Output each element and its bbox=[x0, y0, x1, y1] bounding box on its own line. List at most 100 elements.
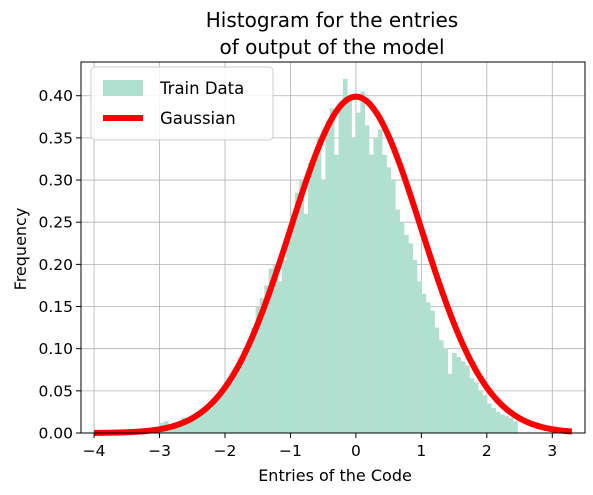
histogram-bar bbox=[500, 414, 505, 433]
x-tick-label: −1 bbox=[279, 442, 302, 460]
histogram-bar bbox=[386, 167, 392, 434]
legend-label-gaussian: Gaussian bbox=[160, 109, 236, 128]
histogram-bar bbox=[377, 129, 383, 434]
y-tick-label: 0.35 bbox=[38, 129, 73, 147]
histogram-bar bbox=[360, 91, 366, 434]
histogram-bar bbox=[473, 382, 479, 433]
histogram-bar bbox=[465, 365, 470, 433]
histogram-bar bbox=[259, 298, 265, 433]
histogram-bar bbox=[329, 108, 335, 433]
histogram-bar bbox=[447, 373, 453, 433]
histogram-bar bbox=[430, 310, 435, 433]
histogram-bar bbox=[268, 268, 274, 433]
histogram-bar bbox=[513, 421, 518, 433]
gaussian-curve-group bbox=[92, 93, 574, 436]
histogram-bar bbox=[452, 352, 457, 433]
histogram-bar bbox=[273, 264, 278, 433]
histogram-bar bbox=[216, 395, 221, 433]
histogram-bar bbox=[264, 285, 269, 433]
histogram-bar bbox=[325, 121, 331, 433]
histogram-bar bbox=[316, 137, 322, 434]
histogram-bar bbox=[238, 365, 243, 433]
histogram-bar bbox=[290, 213, 296, 433]
histogram-bar bbox=[194, 411, 200, 433]
histogram-bar bbox=[438, 340, 444, 433]
histogram-bar bbox=[255, 306, 261, 433]
histogram-bar bbox=[382, 154, 387, 433]
histogram-bar bbox=[443, 348, 448, 433]
histogram-bar bbox=[495, 411, 501, 433]
y-tick-label: 0.40 bbox=[38, 87, 73, 105]
y-tick-label: 0.05 bbox=[38, 382, 73, 400]
histogram-bar bbox=[342, 78, 348, 433]
histogram-bar bbox=[399, 222, 405, 433]
histogram-bar bbox=[417, 281, 422, 433]
histogram-bar bbox=[508, 417, 514, 433]
histogram-bar bbox=[460, 361, 466, 433]
histogram-bar bbox=[356, 112, 361, 433]
histogram-bar bbox=[220, 390, 226, 433]
histogram-bar bbox=[211, 403, 217, 433]
y-tick-label: 0.25 bbox=[38, 214, 73, 232]
histogram-bar bbox=[246, 340, 252, 433]
x-tick-label: 1 bbox=[416, 442, 426, 460]
histogram-bar bbox=[277, 281, 283, 433]
histogram-bar bbox=[242, 357, 248, 433]
histogram-bar bbox=[486, 403, 492, 433]
histogram-bar bbox=[334, 154, 339, 433]
histogram-bar bbox=[225, 386, 230, 433]
histogram-bar bbox=[456, 357, 462, 433]
histogram-bar bbox=[251, 327, 256, 433]
histogram-bar bbox=[425, 302, 431, 433]
x-tick-label: −4 bbox=[83, 442, 106, 460]
histogram-bar bbox=[373, 137, 379, 434]
chart-title-line-1: Histogram for the entries bbox=[206, 8, 458, 32]
y-axis-label: Frequency bbox=[11, 208, 30, 291]
histogram-bar bbox=[307, 163, 313, 433]
histogram-bar bbox=[369, 154, 374, 433]
histogram-bar bbox=[229, 382, 235, 433]
legend-box bbox=[90, 66, 274, 141]
legend-label-train-data: Train Data bbox=[159, 79, 244, 98]
histogram-bar bbox=[351, 137, 357, 434]
x-axis-label: Entries of the Code bbox=[258, 466, 412, 485]
histogram-bar bbox=[198, 414, 204, 433]
plot-frame bbox=[80, 61, 586, 434]
y-tick-label: 0.15 bbox=[38, 298, 73, 316]
histogram-bar bbox=[421, 293, 427, 433]
histogram-bar bbox=[185, 420, 191, 433]
x-tick-label: 2 bbox=[482, 442, 492, 460]
histogram-bar bbox=[190, 416, 195, 433]
x-axis-ticks: −4 −3 −2 −1 0 1 2 3 bbox=[83, 433, 557, 460]
histogram-bar bbox=[469, 378, 475, 433]
legend-swatch-train-data bbox=[103, 80, 143, 96]
histogram-bar bbox=[203, 407, 208, 433]
x-tick-label: 0 bbox=[351, 442, 361, 460]
histogram-bar bbox=[482, 395, 488, 433]
histogram-bar bbox=[408, 243, 414, 433]
histogram-bar bbox=[478, 390, 483, 433]
x-tick-label: 3 bbox=[547, 442, 557, 460]
histogram-bar bbox=[294, 192, 300, 433]
histogram-bar bbox=[281, 260, 287, 433]
histogram-bar bbox=[491, 407, 497, 433]
y-tick-label: 0.30 bbox=[38, 172, 73, 190]
histogram-bars bbox=[159, 78, 518, 434]
gaussian-curve bbox=[92, 93, 574, 436]
x-tick-label: −3 bbox=[148, 442, 171, 460]
histogram-bar bbox=[321, 180, 326, 433]
histogram-bar bbox=[207, 409, 213, 433]
histogram-bar bbox=[412, 260, 418, 433]
histogram-bar bbox=[286, 239, 291, 433]
histogram-bar bbox=[504, 416, 510, 433]
y-tick-label: 0.10 bbox=[38, 340, 73, 358]
histogram-bar bbox=[303, 213, 309, 433]
histogram-bar bbox=[177, 422, 182, 433]
histogram-bar bbox=[299, 180, 304, 433]
histogram-bar bbox=[312, 154, 318, 433]
histogram-bar bbox=[172, 424, 178, 433]
legend: Train Data Gaussian bbox=[90, 66, 274, 141]
histogram-bar bbox=[364, 125, 370, 433]
x-tick-label: −2 bbox=[214, 442, 237, 460]
